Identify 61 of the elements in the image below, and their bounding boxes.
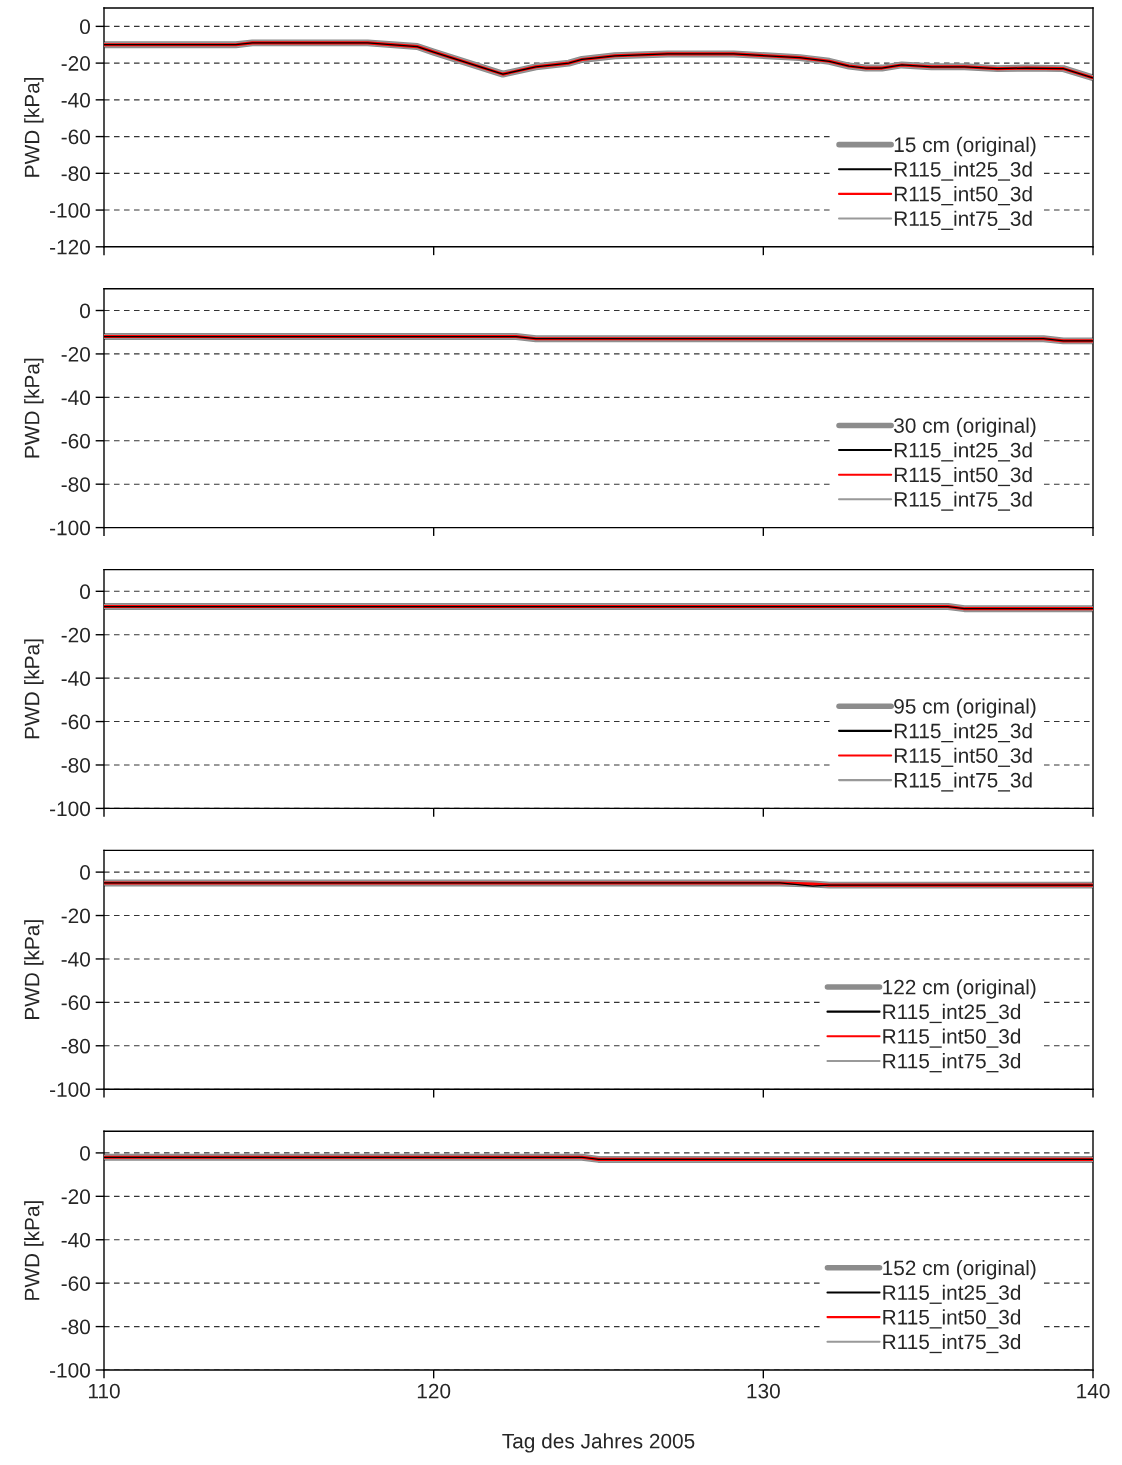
y-tick-label: -60 bbox=[61, 995, 90, 1011]
legend-label: R115_int25_3d bbox=[883, 1284, 1021, 1304]
legend-label: R115_int50_3d bbox=[894, 466, 1032, 487]
y-tick-label: -60 bbox=[61, 433, 90, 449]
y-tick-label: -100 bbox=[50, 801, 90, 817]
y-tick-label: -80 bbox=[61, 166, 90, 182]
y-tick-label: -100 bbox=[50, 203, 90, 218]
y-tick-label: 0 bbox=[80, 303, 90, 319]
x-tick-label: 140 bbox=[1077, 1383, 1110, 1399]
legend-label: R115_int25_3d bbox=[894, 161, 1032, 181]
x-tick-label: 130 bbox=[747, 1383, 780, 1399]
y-tick-label: -20 bbox=[61, 1189, 90, 1205]
legend-label: 122 cm (original) bbox=[883, 979, 1036, 999]
y-tick-label: -80 bbox=[61, 757, 90, 773]
legend-label: R115_int75_3d bbox=[883, 1333, 1021, 1354]
legend-label: R115_int25_3d bbox=[894, 442, 1032, 462]
y-tick-label: 0 bbox=[80, 19, 90, 35]
y-axis-title: PWD [kPa] bbox=[24, 1201, 44, 1300]
y-tick-label: -100 bbox=[50, 1363, 90, 1378]
x-tick-label: 120 bbox=[417, 1383, 451, 1399]
y-tick-label: -80 bbox=[61, 1038, 90, 1054]
y-tick-label: -60 bbox=[61, 1276, 90, 1291]
y-tick-label: 0 bbox=[80, 865, 90, 880]
x-tick-label: 110 bbox=[88, 1383, 120, 1399]
y-tick-label: -60 bbox=[61, 129, 90, 145]
x-axis-title: Tag des Jahres 2005 bbox=[502, 1433, 695, 1453]
legend-label: R115_int75_3d bbox=[883, 1053, 1021, 1073]
y-tick-label: -40 bbox=[61, 92, 90, 108]
y-axis-title: PWD [kPa] bbox=[24, 358, 44, 458]
legend-label: R115_int75_3d bbox=[894, 772, 1032, 792]
y-tick-label: -120 bbox=[50, 239, 90, 255]
legend-label: R115_int50_3d bbox=[894, 747, 1032, 767]
legend-label: R115_int25_3d bbox=[894, 723, 1032, 743]
y-tick-label: 0 bbox=[80, 1145, 90, 1161]
legend-label: R115_int25_3d bbox=[883, 1003, 1021, 1024]
y-tick-label: -20 bbox=[61, 346, 90, 362]
y-tick-label: 0 bbox=[80, 584, 90, 600]
y-tick-label: -80 bbox=[61, 1319, 90, 1335]
y-tick-label: -40 bbox=[61, 1232, 90, 1248]
y-tick-label: -60 bbox=[61, 714, 90, 730]
legend-label: R115_int50_3d bbox=[883, 1309, 1021, 1329]
legend-label: 152 cm (original) bbox=[883, 1260, 1036, 1280]
legend-label: R115_int50_3d bbox=[883, 1028, 1021, 1048]
y-axis-title: PWD [kPa] bbox=[24, 77, 44, 177]
legend-label: 95 cm (original) bbox=[894, 698, 1036, 718]
y-tick-label: -40 bbox=[61, 951, 90, 967]
y-tick-label: -40 bbox=[61, 390, 90, 406]
y-tick-label: -20 bbox=[61, 908, 90, 924]
y-tick-label: -80 bbox=[61, 477, 90, 492]
y-tick-label: -100 bbox=[50, 1082, 90, 1097]
y-tick-label: -20 bbox=[61, 627, 90, 643]
y-axis-title: PWD [kPa] bbox=[24, 920, 44, 1020]
legend-label: R115_int75_3d bbox=[894, 491, 1032, 511]
legend-label: 15 cm (original) bbox=[894, 136, 1036, 157]
y-tick-label: -20 bbox=[61, 56, 90, 71]
legend-label: 30 cm (original) bbox=[894, 417, 1036, 438]
y-axis-title: PWD [kPa] bbox=[24, 639, 44, 739]
legend-label: R115_int75_3d bbox=[894, 210, 1032, 230]
y-tick-label: -100 bbox=[50, 520, 90, 536]
legend-label: R115_int50_3d bbox=[894, 186, 1032, 206]
y-tick-label: -40 bbox=[61, 671, 90, 686]
